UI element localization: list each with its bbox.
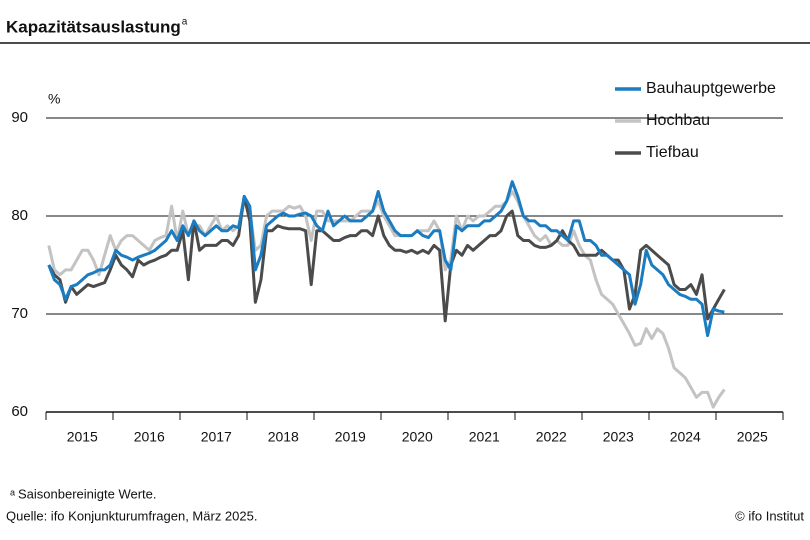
x-tick-label: 2019 <box>335 429 366 445</box>
y-unit: % <box>48 91 60 107</box>
x-tick-label: 2018 <box>268 429 299 445</box>
legend-label: Tiefbau <box>646 144 699 161</box>
x-tick-label: 2020 <box>402 429 433 445</box>
footnote: Saisonbereinigte Werte. <box>18 486 157 501</box>
series-line <box>47 190 726 409</box>
x-tick-label: 2025 <box>737 429 768 445</box>
chart-title: Kapazitätsauslastung <box>6 17 181 36</box>
x-tick-label: 2023 <box>603 429 634 445</box>
y-tick-label: 90 <box>11 109 28 126</box>
source: Quelle: ifo Konjunkturumfragen, März 202… <box>6 508 257 523</box>
x-tick-label: 2015 <box>67 429 98 445</box>
y-tick-label: 60 <box>11 403 28 420</box>
y-tick-label: 80 <box>11 207 28 224</box>
credit: © ifo Institut <box>735 508 804 523</box>
legend-label: Bauhauptgewerbe <box>646 80 776 97</box>
legend-label: Hochbau <box>646 112 710 129</box>
x-tick-label: 2022 <box>536 429 567 445</box>
x-tick-label: 2024 <box>670 429 701 445</box>
title-marker: a <box>182 17 188 28</box>
x-tick-label: 2017 <box>201 429 232 445</box>
footnote-marker: a <box>10 487 15 497</box>
y-tick-label: 70 <box>11 305 28 322</box>
x-tick-label: 2016 <box>134 429 165 445</box>
series-line <box>47 180 725 338</box>
x-tick-label: 2021 <box>469 429 500 445</box>
